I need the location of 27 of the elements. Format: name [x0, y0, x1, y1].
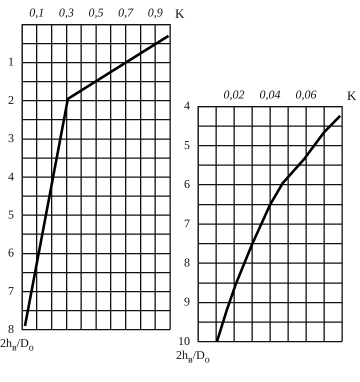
x-axis-title: K — [347, 88, 357, 103]
x-axis-title: K — [175, 6, 185, 21]
y-tick-label: 6 — [184, 177, 190, 192]
y-tick-label: 5 — [184, 138, 190, 152]
y-tick-label: 2 — [8, 92, 14, 107]
x-tick-label: 0,3 — [58, 5, 74, 20]
y-tick-label: 7 — [184, 216, 190, 230]
x-tick-label: 0,02 — [224, 87, 244, 102]
x-tick-label: 0,04 — [260, 87, 280, 102]
y-tick-label: 10 — [178, 334, 190, 348]
y-axis-title: 2h$_{в}$/D$_{о}$ — [0, 336, 34, 354]
y-tick-label: 1 — [8, 54, 14, 69]
y-tick-label: 8 — [8, 322, 14, 336]
y-tick-label: 4 — [184, 98, 190, 113]
x-tick-label: 0,7 — [118, 5, 134, 20]
y-tick-label: 4 — [8, 169, 14, 184]
x-tick-label: 0,1 — [29, 5, 44, 20]
y-tick-label: 8 — [184, 255, 190, 270]
y-tick-label: 6 — [8, 246, 14, 260]
x-tick-label: 0,06 — [296, 87, 316, 102]
x-tick-label: 0,9 — [148, 5, 163, 20]
y-tick-label: 5 — [8, 207, 14, 222]
y-tick-label: 7 — [8, 284, 14, 298]
y-tick-label: 9 — [184, 294, 190, 309]
y-tick-label: 3 — [8, 131, 14, 146]
x-tick-label: 0,5 — [88, 5, 104, 20]
y-axis-title: 2h$_{в}$/D$_{о}$ — [176, 348, 210, 366]
